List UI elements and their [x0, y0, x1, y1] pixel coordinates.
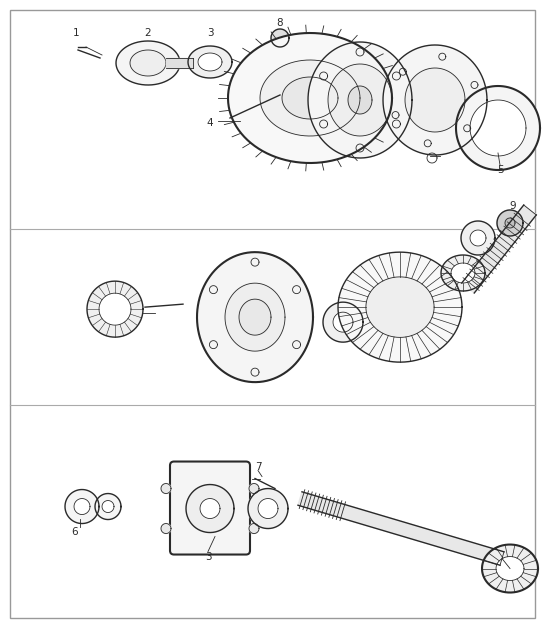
Polygon shape	[323, 302, 363, 342]
Polygon shape	[456, 86, 540, 170]
Polygon shape	[496, 556, 524, 580]
Polygon shape	[333, 312, 353, 332]
Polygon shape	[248, 489, 288, 529]
Polygon shape	[328, 64, 392, 136]
Polygon shape	[282, 77, 338, 119]
Polygon shape	[95, 494, 121, 519]
Text: 2: 2	[144, 28, 152, 38]
Polygon shape	[497, 210, 523, 236]
Polygon shape	[130, 50, 166, 76]
Polygon shape	[225, 283, 285, 351]
Text: 3: 3	[207, 28, 213, 38]
Polygon shape	[249, 524, 259, 534]
Polygon shape	[65, 490, 99, 524]
Polygon shape	[74, 499, 90, 514]
Polygon shape	[197, 252, 313, 382]
Polygon shape	[87, 281, 143, 337]
Polygon shape	[461, 221, 495, 255]
Polygon shape	[198, 53, 222, 71]
Polygon shape	[239, 299, 271, 335]
Text: 3: 3	[205, 551, 211, 561]
Text: 4: 4	[207, 118, 213, 128]
Polygon shape	[505, 218, 515, 228]
Polygon shape	[271, 29, 289, 47]
Polygon shape	[462, 205, 536, 293]
Polygon shape	[99, 293, 131, 325]
Polygon shape	[116, 41, 180, 85]
Text: 7: 7	[255, 462, 261, 472]
Text: 1: 1	[72, 28, 80, 38]
Polygon shape	[188, 46, 232, 78]
Polygon shape	[470, 230, 486, 246]
Text: 6: 6	[72, 526, 78, 536]
Polygon shape	[441, 255, 485, 291]
Polygon shape	[258, 499, 278, 519]
Text: 5: 5	[496, 165, 504, 175]
Polygon shape	[338, 252, 462, 362]
Polygon shape	[383, 45, 487, 155]
Text: 9: 9	[510, 201, 516, 211]
Polygon shape	[228, 33, 392, 163]
Polygon shape	[186, 485, 234, 533]
Polygon shape	[470, 100, 526, 156]
FancyBboxPatch shape	[170, 462, 250, 555]
Polygon shape	[482, 544, 538, 593]
Polygon shape	[249, 484, 259, 494]
Polygon shape	[200, 499, 220, 519]
Polygon shape	[161, 524, 171, 534]
Polygon shape	[166, 58, 193, 68]
Polygon shape	[260, 60, 360, 136]
Text: 8: 8	[277, 18, 283, 28]
Polygon shape	[298, 492, 504, 565]
Polygon shape	[366, 277, 434, 337]
Polygon shape	[348, 86, 372, 114]
Polygon shape	[308, 42, 412, 158]
Polygon shape	[102, 501, 114, 512]
Polygon shape	[405, 68, 465, 132]
Polygon shape	[451, 263, 475, 283]
Polygon shape	[161, 484, 171, 494]
